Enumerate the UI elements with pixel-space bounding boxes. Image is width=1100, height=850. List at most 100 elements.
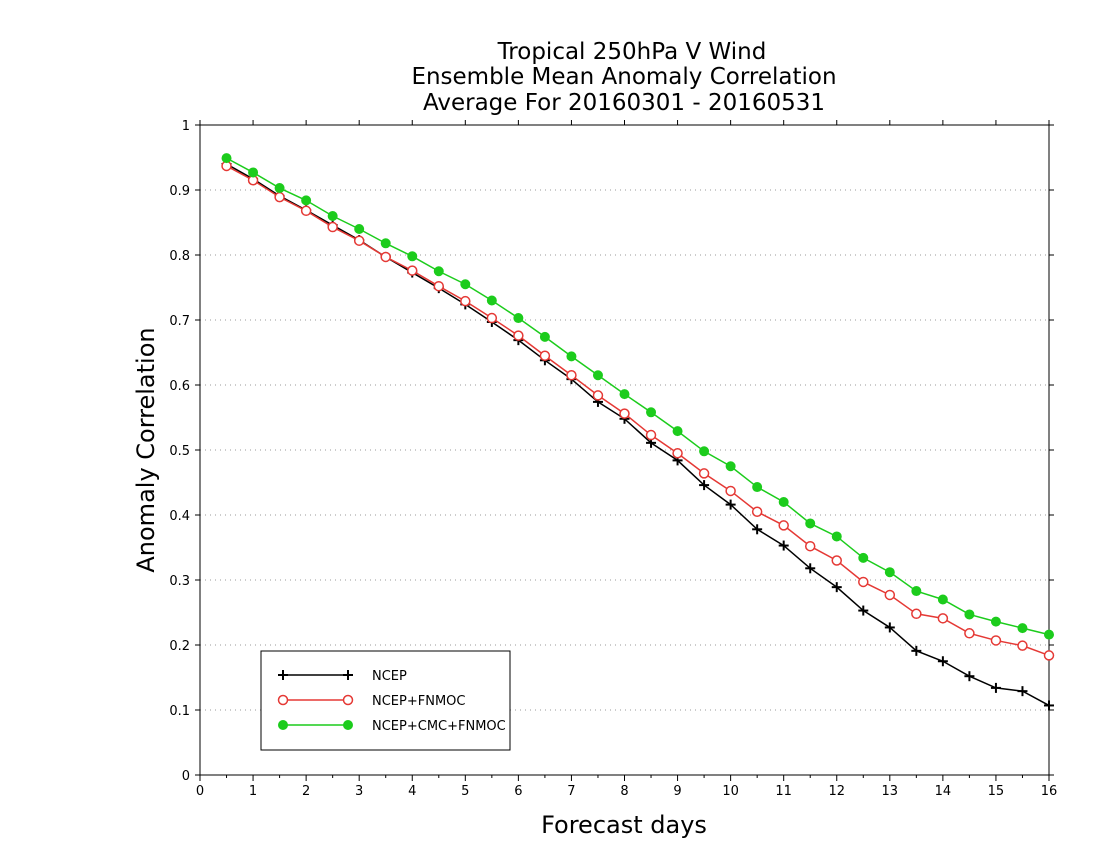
legend-marker (278, 670, 288, 680)
data-point (911, 608, 922, 620)
data-point (1044, 629, 1054, 640)
data-point (990, 635, 1002, 646)
data-point (698, 468, 710, 479)
series-2 (221, 160, 1055, 661)
x-tick-label: 3 (355, 784, 363, 799)
legend-item: NCEP (278, 669, 407, 684)
data-point (990, 616, 1001, 627)
data-point (646, 407, 657, 418)
data-point (274, 183, 285, 194)
data-point (911, 586, 922, 597)
x-axis-label: Forecast days (541, 811, 707, 839)
data-point (884, 622, 895, 633)
data-point (964, 671, 975, 682)
data-point (752, 482, 763, 493)
data-point (858, 605, 869, 616)
legend: NCEP NCEP+FNMOC NCEP+CMC+FNMOC (260, 650, 511, 751)
data-point (937, 656, 948, 667)
data-point (884, 589, 896, 601)
data-point (964, 628, 975, 639)
data-point (592, 390, 604, 401)
data-point (804, 540, 816, 552)
data-point (937, 594, 948, 605)
data-point (1044, 700, 1054, 711)
data-point (751, 506, 763, 517)
data-point (672, 426, 683, 437)
y-tick-label: 0 (182, 769, 190, 784)
legend-marker (342, 694, 354, 706)
data-point (831, 531, 842, 542)
data-point (486, 295, 497, 306)
x-tick-label: 11 (775, 784, 792, 799)
x-tick-label: 13 (882, 784, 899, 799)
data-point (805, 518, 816, 529)
y-tick-label: 0.7 (169, 314, 190, 329)
data-point (645, 429, 657, 441)
x-tick-label: 2 (302, 784, 310, 799)
data-point (486, 312, 498, 324)
series-1 (221, 159, 1054, 711)
series-line (226, 165, 1050, 657)
data-point (380, 238, 391, 249)
legend-label: NCEP+CMC+FNMOC (372, 719, 506, 734)
legend-item: NCEP+CMC+FNMOC (278, 719, 506, 734)
data-point (858, 576, 869, 588)
x-tick-label: 6 (514, 784, 522, 799)
y-tick-label: 0.8 (169, 249, 190, 264)
data-point (274, 191, 285, 203)
series-line (226, 157, 1050, 636)
x-tick-label: 7 (567, 784, 575, 799)
x-tick-label: 12 (828, 784, 845, 799)
data-point (433, 266, 444, 277)
x-tick-label: 8 (620, 784, 628, 799)
data-point (752, 524, 763, 535)
data-point (301, 195, 312, 206)
data-point (858, 552, 869, 563)
y-tick-label: 1 (182, 119, 190, 134)
data-point (353, 235, 365, 246)
x-tick-label: 15 (988, 784, 1005, 799)
data-point (778, 520, 789, 531)
series-3 (221, 153, 1054, 640)
data-point (778, 540, 789, 551)
data-point (725, 485, 736, 497)
data-point (831, 555, 842, 566)
y-tick-label: 0.5 (169, 444, 190, 459)
plot-frame (199, 124, 1050, 776)
data-point (911, 645, 922, 656)
data-point (964, 609, 975, 620)
data-point (805, 563, 816, 574)
data-point (539, 331, 550, 342)
data-point (566, 351, 577, 362)
legend-marker (278, 720, 288, 730)
legend-marker (277, 694, 289, 706)
data-point (672, 448, 683, 459)
y-axis: 0 0.1 0.2 0.3 0.4 0.5 0.6 0.7 0.8 0.9 1 (169, 119, 1054, 784)
legend-label: NCEP (372, 669, 407, 684)
x-tick-label: 4 (408, 784, 416, 799)
data-point (937, 613, 949, 624)
y-tick-label: 0.2 (169, 639, 190, 654)
data-point (990, 682, 1001, 693)
data-point (1017, 623, 1028, 634)
data-point (380, 251, 391, 263)
legend-item: NCEP+FNMOC (277, 694, 465, 709)
chart-title-line-1: Tropical 250hPa V Wind (497, 39, 767, 65)
data-point (539, 350, 551, 361)
data-point (1017, 686, 1028, 697)
y-tick-label: 0.3 (169, 574, 190, 589)
y-axis-label: Anomaly Correlation (132, 327, 160, 572)
data-point (460, 295, 471, 307)
data-point (1017, 640, 1028, 651)
legend-marker (343, 670, 353, 680)
y-tick-label: 0.6 (169, 379, 190, 394)
x-tick-label: 5 (461, 784, 469, 799)
data-point (300, 205, 312, 217)
legend-label: NCEP+FNMOC (372, 694, 465, 709)
data-point (513, 330, 524, 341)
data-point (221, 153, 232, 164)
x-tick-label: 10 (722, 784, 739, 799)
data-point (407, 251, 418, 262)
x-tick-label: 0 (196, 784, 204, 799)
